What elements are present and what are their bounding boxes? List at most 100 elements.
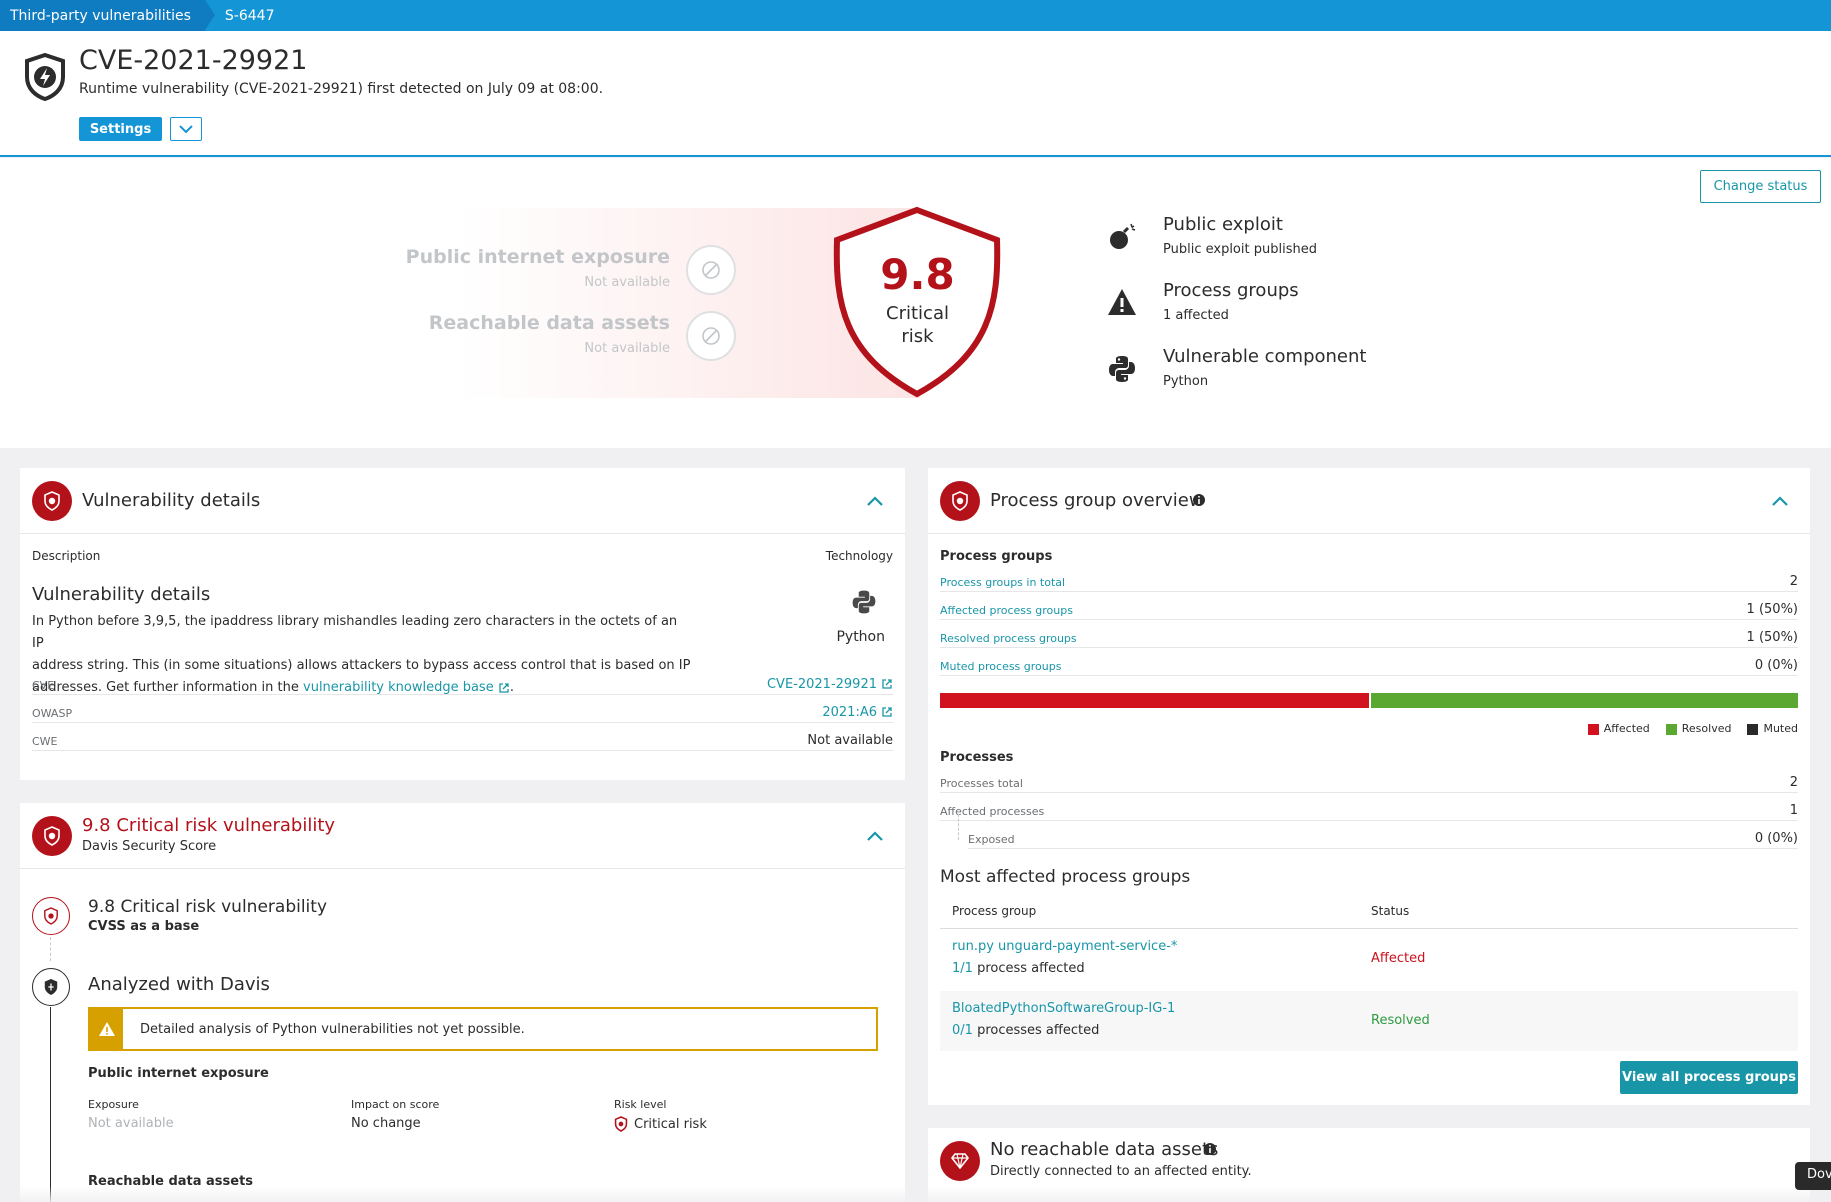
cve-link[interactable]: CVE-2021-29921 <box>766 677 877 692</box>
breadcrumb-s-6447[interactable]: S-6447 <box>224 7 275 24</box>
reachable-data-assets-label: Reachable data assets <box>428 312 670 334</box>
table-row[interactable]: BloatedPythonSoftwareGroup-IG-1 0/1 proc… <box>940 991 1798 1051</box>
bottom-fade <box>0 1186 1831 1202</box>
risk-score-level: Critical risk <box>830 302 1005 348</box>
affected-processes-value: 1 <box>1789 803 1798 818</box>
process-groups-subtitle: 1 affected <box>1163 308 1229 323</box>
process-groups-heading: Process groups <box>940 549 1053 564</box>
data-assets-title: No reachable data assets <box>990 1139 1219 1160</box>
critical-shield-icon <box>614 1116 628 1132</box>
process-group-overview-card: Process group overview Process groups Pr… <box>928 468 1810 1105</box>
pg-total-link[interactable]: Process groups in total <box>940 576 1066 589</box>
risk-score-value: 9.8 <box>880 250 955 299</box>
resolved-bar-segment <box>1369 693 1798 708</box>
info-icon[interactable] <box>1192 493 1206 507</box>
step1-subtitle: CVSS as a base <box>88 919 200 934</box>
most-affected-heading: Most affected process groups <box>940 867 1191 887</box>
chevron-down-icon <box>179 124 193 133</box>
step1-title: 9.8 Critical risk vulnerability <box>88 897 328 917</box>
pg-total-value: 2 <box>1789 574 1798 589</box>
owasp-row: OWASP 2021:A6 <box>32 703 893 723</box>
download-dock-tab[interactable]: Dov <box>1795 1162 1831 1190</box>
legend-affected-swatch <box>1587 723 1599 735</box>
description-label: Description <box>32 549 101 563</box>
cwe-key: CWE <box>32 735 58 748</box>
card-header: Process group overview <box>928 468 1810 534</box>
shield-badge-icon <box>32 816 72 856</box>
description-line: addresses. Get further information in th… <box>32 680 514 695</box>
public-exploit-title: Public exploit <box>1163 214 1283 235</box>
pg-affected-link[interactable]: Affected process groups <box>940 604 1073 617</box>
table-row[interactable]: run.py unguard-payment-service-* 1/1 pro… <box>940 929 1798 989</box>
impact-value: No change <box>351 1116 421 1131</box>
risk-level-value: Critical risk <box>614 1116 707 1132</box>
col-status: Status <box>1371 904 1410 918</box>
process-count-link[interactable]: 1/1 <box>952 961 973 976</box>
pg-muted-row: Muted process groups 0 (0%) <box>940 656 1798 676</box>
chevron-up-icon[interactable] <box>865 494 885 508</box>
knowledge-base-link[interactable]: vulnerability knowledge base <box>303 680 494 695</box>
page-header: CVE-2021-29921 Runtime vulnerability (CV… <box>0 31 1831 157</box>
step2-title: Analyzed with Davis <box>88 974 270 995</box>
chevron-up-icon[interactable] <box>1770 494 1790 508</box>
exposure-value: Not available <box>88 1116 174 1131</box>
reachable-data-assets-heading: Reachable data assets <box>88 1174 254 1189</box>
vulnerable-component-subtitle: Python <box>1163 374 1209 389</box>
score-shield-icon <box>833 206 1001 398</box>
pg-muted-link[interactable]: Muted process groups <box>940 660 1062 673</box>
legend-affected: Affected <box>1587 722 1650 735</box>
risk-assessment-card: 9.8 Critical risk vulnerability Davis Se… <box>20 803 905 1202</box>
external-link-icon[interactable] <box>881 678 893 690</box>
col-process-group: Process group <box>952 904 1037 918</box>
card-header: Vulnerability details <box>20 468 905 534</box>
owasp-link[interactable]: 2021:A6 <box>822 705 877 720</box>
view-all-process-groups-button[interactable]: View all process groups <box>1620 1061 1798 1094</box>
pg-resolved-value: 1 (50%) <box>1746 630 1798 645</box>
external-link-icon[interactable] <box>881 706 893 718</box>
settings-button[interactable]: Settings <box>79 117 162 141</box>
change-status-button[interactable]: Change status <box>1700 170 1821 203</box>
not-available-icon <box>686 311 736 361</box>
affected-bar-segment <box>940 693 1369 708</box>
description-line-prefix: addresses. Get further information in th… <box>32 680 299 695</box>
exposed-key: Exposed <box>968 833 1015 846</box>
breadcrumb-third-party-vulnerabilities[interactable]: Third-party vulnerabilities <box>0 0 215 31</box>
process-group-name-link[interactable]: BloatedPythonSoftwareGroup-IG-1 <box>952 1001 1176 1016</box>
cve-key: CVE <box>32 679 55 692</box>
card-title: Vulnerability details <box>82 490 261 511</box>
owasp-key: OWASP <box>32 707 73 720</box>
warning-icon <box>1108 289 1136 315</box>
risk-level-text: Critical risk <box>634 1116 707 1132</box>
risk-level-label: Risk level <box>614 1098 667 1111</box>
risk-level-line1: Critical <box>886 303 949 324</box>
vulnerable-component-title: Vulnerable component <box>1163 346 1367 367</box>
pg-resolved-link[interactable]: Resolved process groups <box>940 632 1077 645</box>
process-group-count: 0/1 processes affected <box>952 1023 1099 1038</box>
info-icon[interactable] <box>1203 1142 1217 1156</box>
public-internet-exposure-heading: Public internet exposure <box>88 1066 269 1081</box>
bomb-icon <box>1110 223 1136 249</box>
table-divider <box>940 928 1798 929</box>
public-internet-exposure-value: Not available <box>584 275 670 290</box>
impact-label: Impact on score <box>351 1098 440 1111</box>
process-count-link[interactable]: 0/1 <box>952 1023 973 1038</box>
technology-value: Python <box>836 629 885 645</box>
processes-total-value: 2 <box>1789 775 1798 790</box>
data-assets-subtitle: Directly connected to an affected entity… <box>990 1164 1252 1179</box>
affected-processes-row: Affected processes 1 <box>940 801 1798 821</box>
risk-card-title: 9.8 Critical risk vulnerability <box>82 815 336 836</box>
process-group-name-link[interactable]: run.py unguard-payment-service-* <box>952 939 1178 954</box>
shield-badge-icon <box>940 481 980 521</box>
external-link-icon[interactable] <box>498 682 510 694</box>
warning-text: Detailed analysis of Python vulnerabilit… <box>140 1022 525 1037</box>
processes-heading: Processes <box>940 750 1014 765</box>
cwe-row: CWE Not available <box>32 731 893 751</box>
legend-muted-label: Muted <box>1763 722 1798 735</box>
exposed-value: 0 (0%) <box>1754 831 1798 846</box>
tree-connector <box>958 814 959 840</box>
status-distribution-bar <box>940 693 1798 708</box>
warning-banner: Detailed analysis of Python vulnerabilit… <box>88 1007 878 1051</box>
settings-dropdown-button[interactable] <box>170 117 202 141</box>
process-count-suffix: process affected <box>977 961 1085 976</box>
chevron-up-icon[interactable] <box>865 829 885 843</box>
